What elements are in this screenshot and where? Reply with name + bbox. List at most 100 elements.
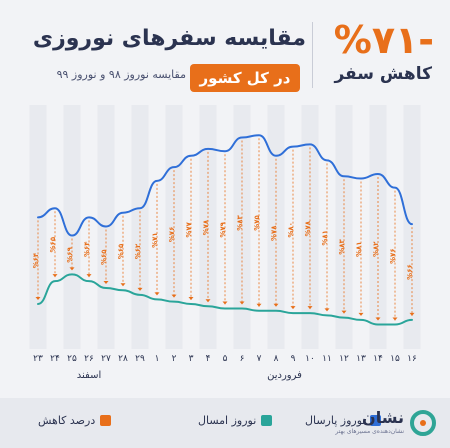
- decrease-arrow: [52, 274, 58, 278]
- column-stripe: [403, 105, 421, 349]
- decrease-label: %۷۱: [151, 232, 159, 248]
- x-tick-label: ۹: [291, 354, 296, 364]
- decrease-label: %۶۴: [32, 252, 40, 268]
- legend-item-last-year: نوروز پارسال: [305, 414, 382, 427]
- x-tick-label: ۲۶: [84, 354, 94, 364]
- decrease-label: %۶۴: [83, 241, 91, 257]
- decrease-label: %۶۹: [66, 246, 74, 262]
- column-stripe: [63, 105, 81, 349]
- x-tick-label: ۲۸: [118, 354, 128, 364]
- x-tick-label: ۱۱: [322, 354, 332, 364]
- x-tick-label: ۱۶: [407, 354, 417, 364]
- decrease-label: %۷۷: [185, 221, 193, 237]
- footer: نوروز پارسال نوروز امسال درصد کاهش نشان …: [0, 398, 450, 448]
- decrease-arrow: [239, 301, 245, 305]
- x-tick-label: ۴: [206, 354, 211, 364]
- decrease-arrow: [86, 274, 92, 278]
- legend-swatch-blue: [370, 415, 382, 426]
- legend-label-decrease: درصد کاهش: [38, 414, 96, 427]
- decrease-arrow: [120, 283, 126, 287]
- header: %۷۱- کاهش سفر مقایسه سفرهای نوروزی در کل…: [0, 0, 450, 105]
- region-badge: در کل کشور: [190, 64, 300, 92]
- x-tick-label: ۱۲: [339, 354, 349, 364]
- x-tick-label: ۱۰: [305, 354, 315, 364]
- x-tick-label: ۱: [155, 354, 160, 364]
- headline-label: کاهش سفر: [334, 64, 432, 84]
- decrease-arrow: [35, 296, 41, 300]
- decrease-label: %۷۹: [219, 221, 227, 237]
- decrease-arrow: [290, 306, 296, 310]
- decrease-label: %۶۲: [134, 243, 142, 259]
- header-divider: [312, 22, 313, 88]
- logo-tagline: نشان‌دهنده‌ی مسیرهای بهتر: [335, 428, 404, 435]
- decrease-arrow: [375, 317, 381, 321]
- decrease-arrow: [188, 296, 194, 300]
- legend-label-this-year: نوروز امسال: [198, 414, 257, 427]
- series-line-last-year: [37, 134, 413, 237]
- month-label: فروردین: [267, 370, 302, 381]
- decrease-arrow: [256, 303, 262, 307]
- legend-swatch-orange: [100, 415, 112, 426]
- decrease-arrow: [103, 281, 109, 284]
- x-tick-label: ۲۴: [50, 354, 60, 364]
- decrease-label: %۸۱: [321, 230, 329, 246]
- decrease-label: %۸۳: [236, 215, 244, 231]
- x-tick-label: ۲: [172, 354, 177, 364]
- x-tick-label: ۱۵: [390, 354, 400, 364]
- brand-logo: نشان نشان‌دهنده‌ی مسیرهای بهتر: [335, 406, 436, 440]
- column-stripe: [131, 105, 149, 349]
- x-tick-label: ۱۳: [356, 354, 366, 364]
- decrease-arrow: [409, 312, 415, 316]
- x-tick-label: ۵: [223, 354, 228, 364]
- column-stripe: [29, 105, 47, 349]
- decrease-arrow: [137, 287, 143, 291]
- series-line-this-year: [37, 273, 413, 326]
- x-tick-label: ۲۵: [67, 354, 77, 364]
- decrease-label: %۸۰: [287, 222, 295, 238]
- decrease-label: %۶۵: [117, 243, 125, 259]
- decrease-arrow: [222, 301, 228, 305]
- x-tick-label: ۷: [257, 354, 262, 364]
- decrease-label: %۷۵: [253, 215, 261, 231]
- legend-item-decrease: درصد کاهش: [38, 414, 112, 427]
- decrease-label: %۸۲: [372, 241, 380, 257]
- page-title: مقایسه سفرهای نوروزی: [32, 26, 306, 51]
- decrease-arrow: [154, 292, 160, 296]
- decrease-arrow: [341, 310, 347, 314]
- x-tick-label: ۶: [240, 354, 245, 364]
- column-stripe: [199, 105, 217, 349]
- decrease-label: %۷۶: [168, 227, 176, 243]
- decrease-label: %۶۶: [406, 264, 414, 280]
- x-tick-label: ۸: [274, 354, 279, 364]
- x-tick-label: ۳: [189, 354, 194, 364]
- column-stripe: [335, 105, 353, 349]
- decrease-arrow: [307, 306, 313, 310]
- decrease-label: %۸۳: [338, 238, 346, 254]
- decrease-arrow: [69, 267, 75, 271]
- decrease-arrow: [205, 299, 211, 303]
- legend-label-last-year: نوروز پارسال: [305, 414, 366, 427]
- decrease-arrow: [392, 317, 398, 321]
- column-stripe: [233, 105, 251, 349]
- decrease-label: %۷۸: [270, 225, 278, 241]
- travel-line-chart: %۶۴ %۶۵ %۶۹ %۶۴ %۶۵ %۶۵ %۶۲ %۷۱ %۷۶ %۷۷ %۷۸ %۷۹ %۸۳%…: [29, 105, 421, 381]
- x-tick-label: ۱۴: [373, 354, 383, 364]
- decrease-arrow: [171, 294, 177, 298]
- decrease-label: %۶۵: [49, 236, 57, 252]
- page-subtitle: مقایسه نوروز ۹۸ و نوروز ۹۹: [56, 68, 186, 81]
- decrease-label: %۸۱: [355, 241, 363, 257]
- x-tick-label: ۲۹: [135, 354, 145, 364]
- logo-icon: [410, 410, 436, 436]
- decrease-arrow: [273, 303, 279, 307]
- headline-percent: %۷۱-: [333, 18, 434, 62]
- decrease-label: %۶۵: [100, 249, 108, 265]
- column-stripe: [301, 105, 319, 349]
- decrease-label: %۷۸: [304, 220, 312, 236]
- x-tick-label: ۲۷: [101, 354, 111, 364]
- legend-item-this-year: نوروز امسال: [198, 414, 273, 427]
- decrease-label: %۷۶: [389, 248, 397, 264]
- legend-swatch-teal: [261, 415, 273, 426]
- decrease-label: %۷۸: [202, 219, 210, 235]
- month-label: اسفند: [77, 370, 101, 381]
- decrease-arrow: [358, 312, 364, 316]
